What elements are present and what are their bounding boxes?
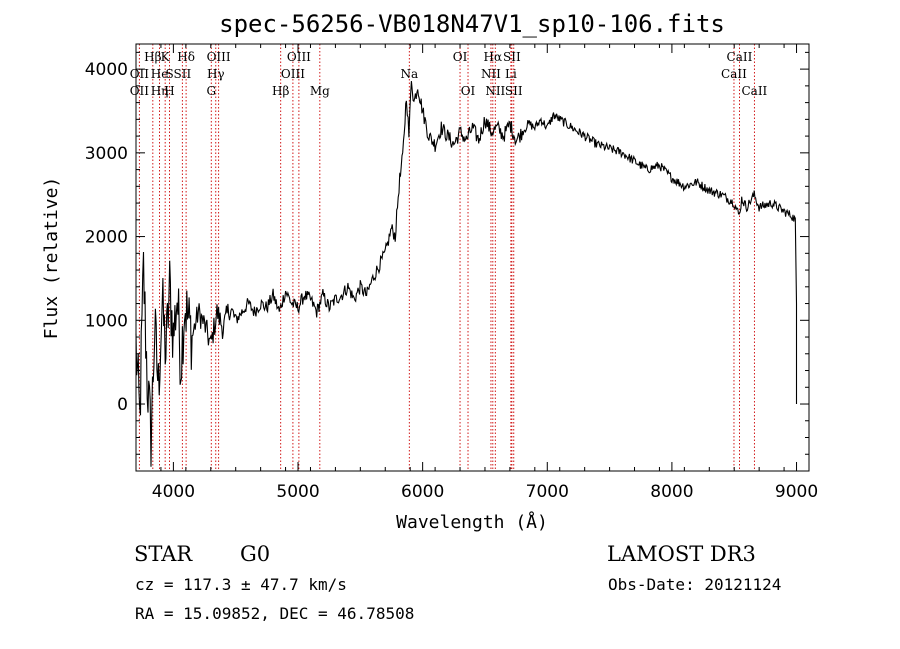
emission-line-label: OIII [287, 50, 311, 64]
emission-line-label: OI [461, 84, 476, 98]
emission-line-label: NII [485, 84, 505, 98]
emission-line-labels: Hβ OII OII K He Hη SH Hδ SII OIII Hγ G Hβ OIII OIII Mg N… [130, 50, 768, 98]
emission-line-label: Hβ [272, 84, 289, 98]
x-axis-label: Wavelength (Å) [396, 511, 548, 533]
emission-line-label: Na [400, 67, 418, 81]
emission-line-label: Mg [310, 84, 330, 98]
coordinates: RA = 15.09852, DEC = 46.78508 [135, 604, 414, 623]
emission-line-label: He [151, 67, 169, 81]
object-class: STAR [134, 542, 193, 566]
x-tick-label: 6000 [401, 482, 444, 502]
y-tick-label: 0 [117, 395, 128, 415]
emission-line-label: Hδ [177, 50, 195, 64]
y-tick-label: 3000 [85, 144, 128, 164]
x-tick-label: 8000 [650, 482, 693, 502]
y-tick-label: 4000 [85, 60, 128, 80]
object-subclass: G0 [240, 542, 270, 566]
x-tick-label: 7000 [526, 482, 569, 502]
survey-name: LAMOST DR3 [607, 542, 756, 566]
emission-line-markers [138, 44, 755, 471]
emission-line-label: OI [453, 50, 468, 64]
emission-line-label: H [164, 84, 174, 98]
emission-line-label: OIII [281, 67, 305, 81]
emission-line-label: OII [130, 67, 150, 81]
emission-line-label: OIII [207, 50, 231, 64]
emission-line-label: SII [505, 84, 523, 98]
emission-line-label: Hη [151, 84, 169, 98]
emission-line-label: SII [174, 67, 192, 81]
emission-line-label: CaII [721, 67, 747, 81]
emission-line-label: NII [481, 67, 501, 81]
emission-line-label: Li [505, 67, 517, 81]
y-tick-label: 2000 [85, 228, 128, 248]
chart-title: spec-56256-VB018N47V1_sp10-106.fits [219, 10, 725, 38]
emission-line-label: Hα [484, 50, 503, 64]
x-axis: 4000 5000 6000 7000 8000 9000 [135, 44, 818, 502]
x-tick-label: 4000 [152, 482, 195, 502]
spectrum-line [135, 81, 798, 467]
x-tick-label: 5000 [276, 482, 319, 502]
y-tick-label: 1000 [85, 311, 128, 331]
emission-line-label: Hβ [144, 50, 161, 64]
plot-series [135, 81, 798, 467]
y-axis: 0 1000 2000 3000 4000 [85, 51, 809, 472]
emission-line-label: OII [130, 84, 150, 98]
observation-date: Obs-Date: 20121124 [608, 575, 781, 594]
emission-line-label: CaII [727, 50, 753, 64]
y-axis-label: Flux (relative) [41, 177, 62, 340]
plot-frame [135, 43, 810, 472]
emission-line-label: SII [503, 50, 521, 64]
emission-line-label: G [206, 84, 216, 98]
emission-line-label: CaII [741, 84, 767, 98]
emission-line-label: Hγ [207, 67, 225, 81]
emission-line-label: S [166, 67, 174, 81]
x-tick-label: 9000 [775, 482, 818, 502]
redshift-velocity: cz = 117.3 ± 47.7 km/s [135, 575, 347, 594]
emission-line-label: K [161, 50, 171, 64]
